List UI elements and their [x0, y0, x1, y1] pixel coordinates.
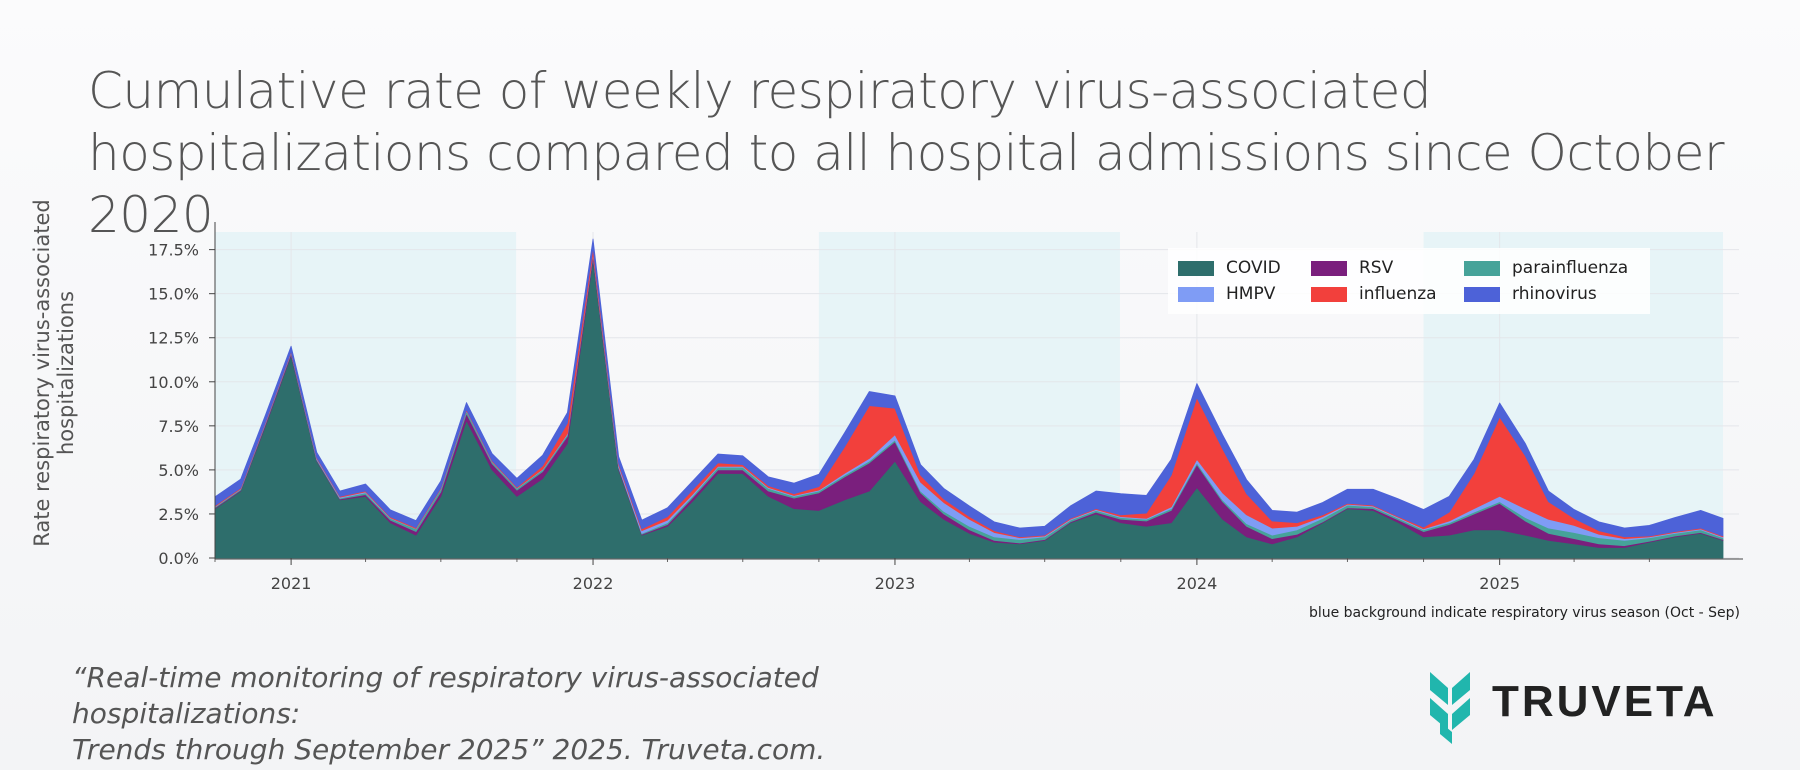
legend-swatch: [1464, 260, 1500, 276]
legend-swatch: [1464, 286, 1500, 302]
legend-item-influenza: influenza: [1311, 284, 1437, 304]
legend-item-rhinovirus: rhinovirus: [1464, 284, 1597, 304]
legend-label: HMPV: [1226, 284, 1276, 304]
truveta-logo: TRUVETA: [1430, 672, 1718, 744]
x-tick-label: 2021: [271, 574, 312, 593]
x-tick-label: 2022: [573, 574, 614, 593]
legend-item-parainfluenza: parainfluenza: [1464, 258, 1628, 278]
legend-label: COVID: [1226, 258, 1281, 278]
x-tick-label: 2023: [875, 574, 916, 593]
legend-label: parainfluenza: [1512, 258, 1629, 278]
y-tick-label: 0.0%: [158, 549, 199, 568]
axes: 0.0% 2.5% 5.0% 7.5% 10.0% 12.5% 15.0% 17.5% 2021…: [148, 222, 1743, 593]
y-tick-label: 17.5%: [148, 241, 199, 260]
legend-swatch: [1178, 260, 1214, 276]
y-tick-label: 2.5%: [158, 505, 199, 524]
citation: “Real-time monitoring of respiratory vir…: [72, 660, 1032, 768]
truveta-mark-icon: [1430, 672, 1470, 744]
y-tick-label: 7.5%: [158, 417, 199, 436]
y-tick-label: 5.0%: [158, 461, 199, 480]
area-rhinovirus: [214, 238, 1724, 538]
legend-label: rhinovirus: [1512, 284, 1597, 304]
x-tick-label: 2025: [1479, 574, 1520, 593]
citation-line-1: “Real-time monitoring of respiratory vir…: [72, 661, 819, 730]
x-tick-label: 2024: [1177, 574, 1218, 593]
legend-swatch: [1311, 286, 1347, 302]
legend-swatch: [1311, 260, 1347, 276]
legend-swatch: [1178, 286, 1214, 302]
brand-wordmark: TRUVETA: [1492, 677, 1718, 726]
y-tick-label: 15.0%: [148, 285, 199, 304]
legend-item-rsv: RSV: [1311, 258, 1393, 278]
legend-label: influenza: [1359, 284, 1437, 304]
legend-item-hmpv: HMPV: [1178, 284, 1275, 304]
y-axis-label: Rate respiratory virus-associated hospit…: [30, 199, 78, 547]
chart-title: Cumulative rate of weekly respiratory vi…: [88, 62, 1725, 244]
season-footnote: blue background indicate respiratory vir…: [1308, 605, 1740, 621]
legend-label: RSV: [1359, 258, 1394, 278]
legend: COVID HMPV RSV influenza parainfluenza rhinov…: [1168, 248, 1650, 314]
y-tick-label: 10.0%: [148, 373, 199, 392]
stacked-areas: [214, 238, 1724, 559]
y-tick-label: 12.5%: [148, 329, 199, 348]
legend-item-covid: COVID: [1178, 258, 1281, 278]
citation-line-2: Trends through September 2025” 2025. Tru…: [72, 733, 826, 766]
